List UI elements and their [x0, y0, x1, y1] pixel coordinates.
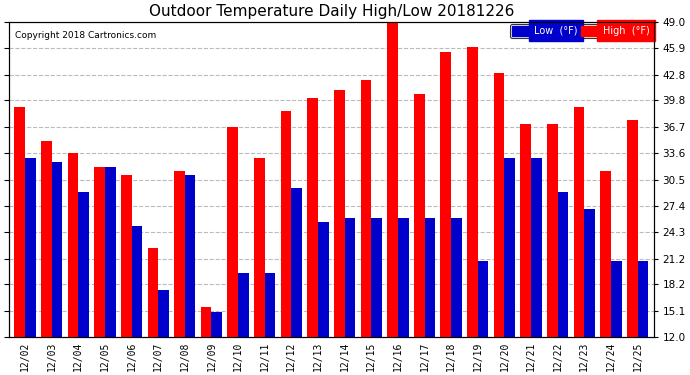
Bar — [238, 273, 248, 337]
Bar — [95, 167, 105, 337]
Bar — [638, 261, 648, 337]
Bar — [291, 188, 302, 337]
Bar — [547, 124, 558, 337]
Bar — [494, 73, 504, 337]
Bar — [68, 153, 78, 337]
Bar — [611, 261, 622, 337]
Bar — [440, 52, 451, 337]
Bar — [573, 107, 584, 337]
Bar — [477, 261, 489, 337]
Bar — [228, 127, 238, 337]
Bar — [334, 90, 344, 337]
Text: Copyright 2018 Cartronics.com: Copyright 2018 Cartronics.com — [15, 31, 157, 40]
Bar — [584, 209, 595, 337]
Bar — [174, 171, 185, 337]
Bar — [25, 158, 36, 337]
Bar — [132, 226, 142, 337]
Bar — [105, 167, 115, 337]
Bar — [211, 312, 222, 337]
Bar — [78, 192, 89, 337]
Bar — [307, 99, 318, 337]
Bar — [361, 80, 371, 337]
Bar — [558, 192, 569, 337]
Bar — [265, 273, 275, 337]
Bar — [371, 218, 382, 337]
Bar — [318, 222, 328, 337]
Bar — [627, 120, 638, 337]
Bar — [387, 23, 398, 337]
Bar — [158, 290, 169, 337]
Bar — [52, 162, 62, 337]
Bar — [14, 107, 25, 337]
Bar — [281, 111, 291, 337]
Legend: Low  (°F), High  (°F): Low (°F), High (°F) — [510, 24, 651, 38]
Title: Outdoor Temperature Daily High/Low 20181226: Outdoor Temperature Daily High/Low 20181… — [148, 4, 514, 19]
Bar — [398, 218, 408, 337]
Bar — [531, 158, 542, 337]
Bar — [201, 308, 211, 337]
Bar — [41, 141, 52, 337]
Bar — [121, 175, 132, 337]
Bar — [424, 218, 435, 337]
Bar — [600, 171, 611, 337]
Bar — [504, 158, 515, 337]
Bar — [344, 218, 355, 337]
Bar — [451, 218, 462, 337]
Bar — [185, 175, 195, 337]
Bar — [414, 94, 424, 337]
Bar — [467, 47, 477, 337]
Bar — [254, 158, 265, 337]
Bar — [148, 248, 158, 337]
Bar — [520, 124, 531, 337]
